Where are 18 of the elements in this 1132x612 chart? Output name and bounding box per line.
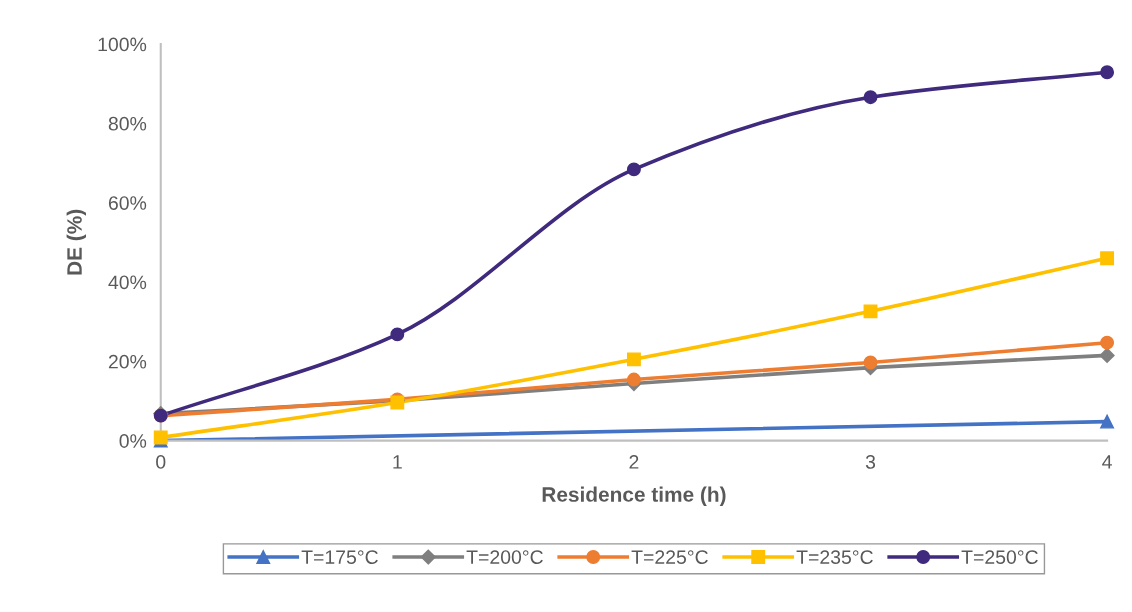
y-tick-label: 100% xyxy=(98,37,147,52)
legend-label: T=250°C xyxy=(961,550,1038,565)
x-tick-label: 3 xyxy=(865,455,876,469)
legend-label: T=175°C xyxy=(301,550,378,565)
legend-label: T=200°C xyxy=(466,550,543,565)
x-tick-label: 1 xyxy=(393,455,402,469)
x-tick-label: 4 xyxy=(1102,455,1112,469)
x-tick-label: 2 xyxy=(629,455,639,469)
y-tick-label: 0% xyxy=(119,434,147,448)
y-axis-title: DE (%) xyxy=(66,209,87,275)
legend-label: T=235°C xyxy=(796,550,873,565)
y-tick-label: 60% xyxy=(108,196,147,210)
x-axis-title: Residence time (h) xyxy=(542,486,726,506)
y-tick-label: 40% xyxy=(108,275,147,290)
y-tick-label: 80% xyxy=(108,116,147,131)
legend-label: T=225°C xyxy=(631,550,708,565)
x-tick-label: 0 xyxy=(156,455,166,469)
y-tick-label: 20% xyxy=(108,354,147,369)
